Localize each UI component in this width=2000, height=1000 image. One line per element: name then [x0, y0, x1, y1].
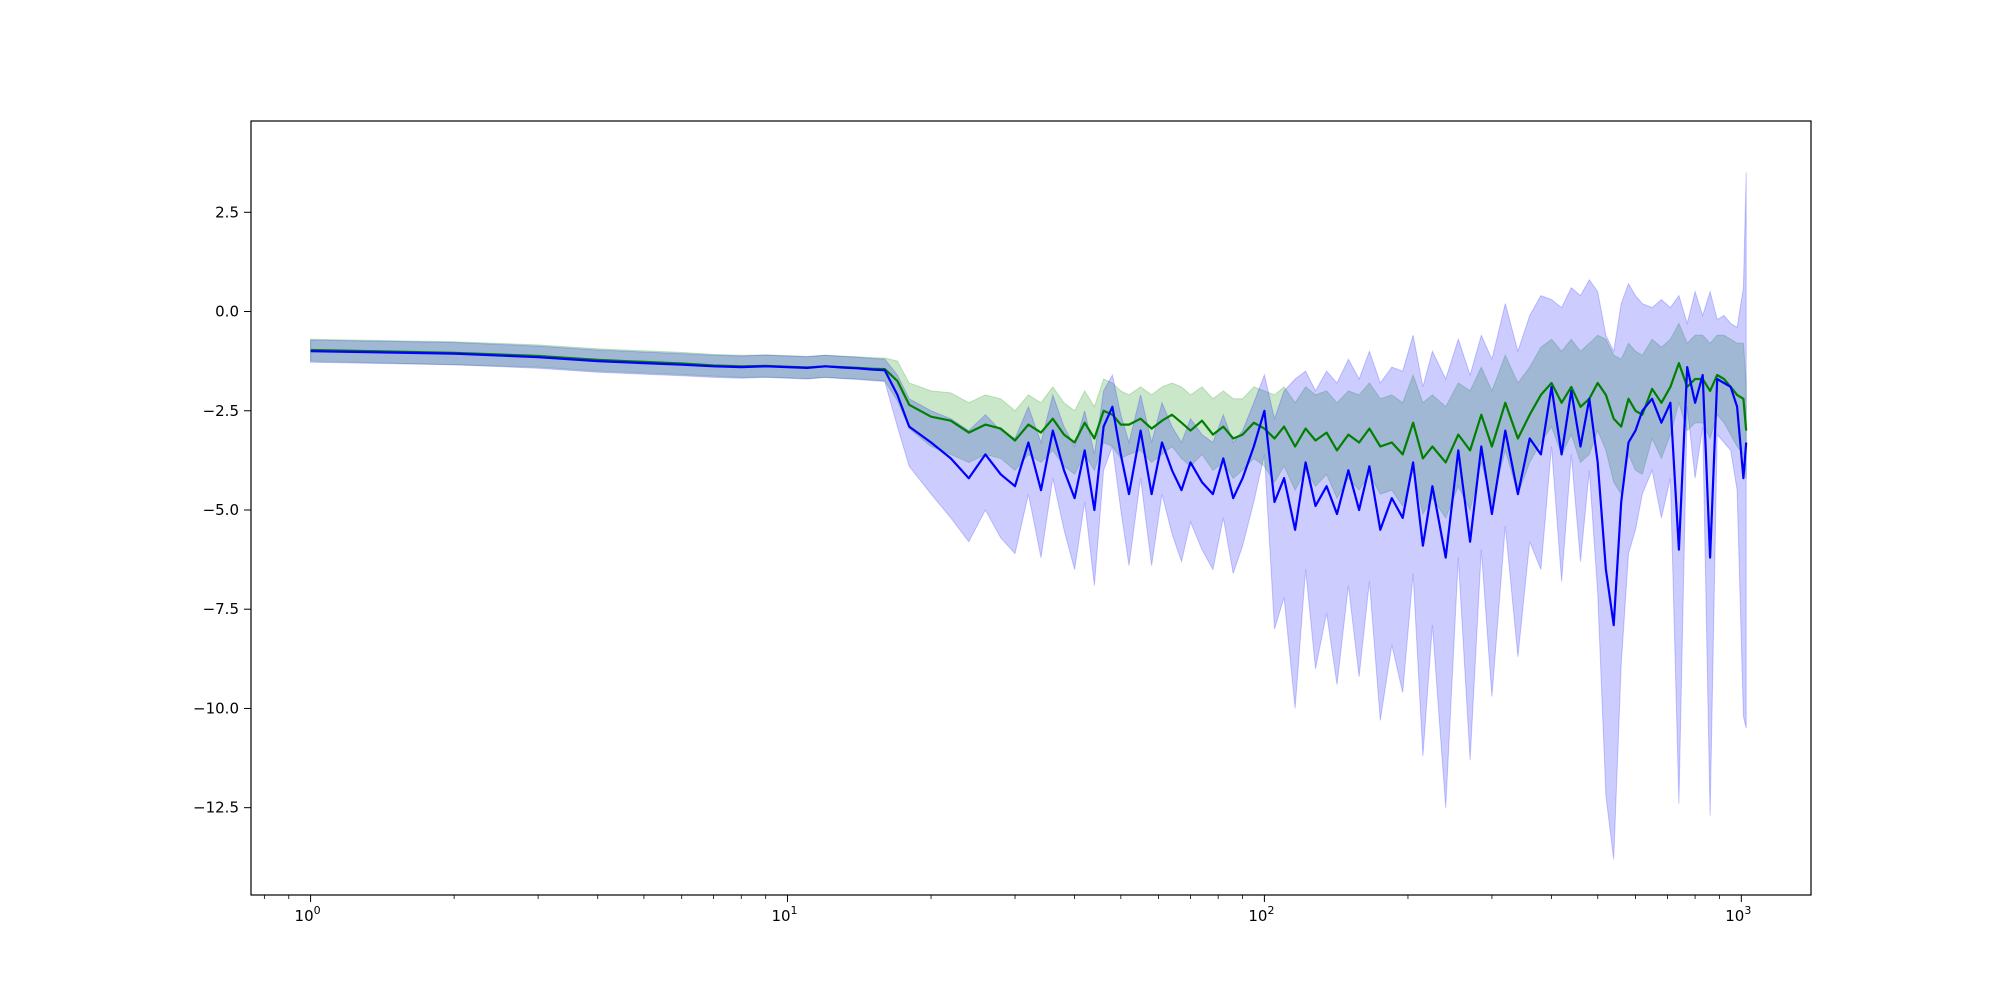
y-tick-label-6: −12.5 — [193, 799, 239, 817]
confidence-bands — [310, 172, 1747, 860]
y-tick-label-4: −7.5 — [203, 600, 239, 618]
x-tick-label-2: 102 — [1248, 904, 1274, 925]
y-tick-label-1: 0.0 — [215, 303, 239, 321]
y-axis: 2.5 0.0 −2.5 −5.0 −7.5 −10.0 −12.5 — [193, 203, 251, 817]
series-0-band — [310, 322, 1747, 519]
y-tick-label-5: −10.0 — [193, 699, 239, 717]
x-axis: 100 101 102 103 — [263, 895, 1751, 925]
series-1-band — [310, 172, 1747, 860]
x-tick-label-3: 103 — [1725, 904, 1751, 925]
y-tick-label-0: 2.5 — [215, 203, 239, 221]
y-tick-label-2: −2.5 — [203, 402, 239, 420]
y-tick-label-3: −5.0 — [203, 501, 239, 519]
plot-frame — [250, 120, 1812, 896]
series-lines — [310, 348, 1748, 627]
x-tick-label-1: 101 — [771, 904, 797, 925]
x-tick-label-0: 100 — [295, 904, 321, 925]
series-1-line — [310, 350, 1748, 627]
series-0-line — [310, 348, 1748, 464]
